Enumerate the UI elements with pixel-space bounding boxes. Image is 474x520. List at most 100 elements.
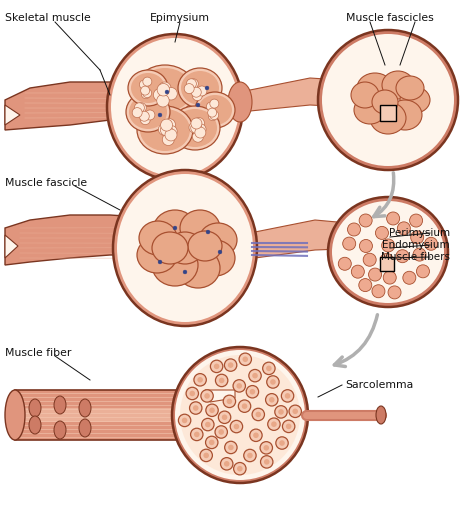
Circle shape xyxy=(193,118,204,128)
Circle shape xyxy=(247,453,253,458)
Ellipse shape xyxy=(129,95,167,129)
Circle shape xyxy=(410,214,423,227)
Circle shape xyxy=(201,419,214,431)
Circle shape xyxy=(135,103,145,113)
Circle shape xyxy=(208,108,217,117)
Circle shape xyxy=(278,409,284,414)
Circle shape xyxy=(219,411,231,423)
Bar xyxy=(380,257,394,271)
Circle shape xyxy=(159,82,171,95)
Text: Skeletal muscle: Skeletal muscle xyxy=(5,13,91,23)
Circle shape xyxy=(214,363,219,369)
Circle shape xyxy=(190,402,202,414)
Ellipse shape xyxy=(153,210,197,250)
Ellipse shape xyxy=(107,34,243,180)
Ellipse shape xyxy=(135,65,195,115)
Circle shape xyxy=(206,230,210,234)
Circle shape xyxy=(173,226,177,230)
Circle shape xyxy=(234,424,239,430)
Circle shape xyxy=(210,360,223,372)
Circle shape xyxy=(132,108,142,118)
Circle shape xyxy=(225,441,237,453)
Circle shape xyxy=(197,86,207,96)
Circle shape xyxy=(239,353,252,366)
Circle shape xyxy=(237,383,242,388)
Circle shape xyxy=(154,88,166,101)
Ellipse shape xyxy=(354,96,386,124)
Circle shape xyxy=(242,404,247,409)
Circle shape xyxy=(413,248,426,261)
Ellipse shape xyxy=(54,396,66,414)
Circle shape xyxy=(238,400,251,412)
Circle shape xyxy=(196,103,200,107)
Circle shape xyxy=(359,214,372,227)
Circle shape xyxy=(260,441,273,454)
Polygon shape xyxy=(240,78,370,112)
Circle shape xyxy=(141,89,150,99)
Circle shape xyxy=(141,86,150,95)
Ellipse shape xyxy=(228,82,252,122)
Circle shape xyxy=(159,86,172,98)
Circle shape xyxy=(227,398,232,404)
Ellipse shape xyxy=(170,106,220,150)
Circle shape xyxy=(188,79,198,89)
Ellipse shape xyxy=(113,170,257,326)
Circle shape xyxy=(205,86,209,90)
Ellipse shape xyxy=(178,68,222,108)
Circle shape xyxy=(264,459,270,465)
Ellipse shape xyxy=(332,201,444,303)
Circle shape xyxy=(172,347,308,483)
Ellipse shape xyxy=(181,71,219,105)
Circle shape xyxy=(234,462,246,475)
Circle shape xyxy=(233,380,246,392)
Ellipse shape xyxy=(173,109,217,147)
Circle shape xyxy=(178,414,191,426)
Circle shape xyxy=(206,436,218,449)
Ellipse shape xyxy=(400,87,430,113)
Circle shape xyxy=(387,212,400,225)
Circle shape xyxy=(161,119,173,131)
Ellipse shape xyxy=(372,90,398,114)
Circle shape xyxy=(222,414,228,420)
Circle shape xyxy=(201,390,213,402)
Circle shape xyxy=(210,111,219,120)
Circle shape xyxy=(249,369,261,382)
Ellipse shape xyxy=(138,68,192,112)
Bar xyxy=(380,105,396,121)
Circle shape xyxy=(209,439,215,445)
Circle shape xyxy=(246,385,259,398)
Circle shape xyxy=(140,114,150,125)
Circle shape xyxy=(271,421,277,427)
Circle shape xyxy=(322,34,454,166)
Circle shape xyxy=(165,125,177,137)
Circle shape xyxy=(194,373,206,386)
Ellipse shape xyxy=(176,248,220,288)
Ellipse shape xyxy=(152,232,188,264)
Circle shape xyxy=(417,265,429,278)
Circle shape xyxy=(139,111,149,121)
Circle shape xyxy=(351,265,365,278)
Circle shape xyxy=(269,397,274,402)
Circle shape xyxy=(164,119,175,131)
Circle shape xyxy=(255,412,261,417)
Circle shape xyxy=(165,90,169,94)
Circle shape xyxy=(263,362,275,374)
Circle shape xyxy=(205,422,210,427)
Circle shape xyxy=(359,240,373,253)
Polygon shape xyxy=(255,220,370,258)
Circle shape xyxy=(425,237,438,250)
Circle shape xyxy=(186,79,196,89)
Text: Muscle fibers: Muscle fibers xyxy=(381,252,450,262)
Ellipse shape xyxy=(139,221,177,255)
Polygon shape xyxy=(5,82,180,130)
Circle shape xyxy=(158,260,162,264)
Ellipse shape xyxy=(137,237,177,273)
Circle shape xyxy=(250,429,262,441)
Circle shape xyxy=(219,378,224,383)
Circle shape xyxy=(270,379,276,385)
Circle shape xyxy=(192,131,203,142)
Circle shape xyxy=(195,127,206,138)
Ellipse shape xyxy=(131,73,165,103)
Circle shape xyxy=(157,95,169,107)
Circle shape xyxy=(375,226,389,239)
